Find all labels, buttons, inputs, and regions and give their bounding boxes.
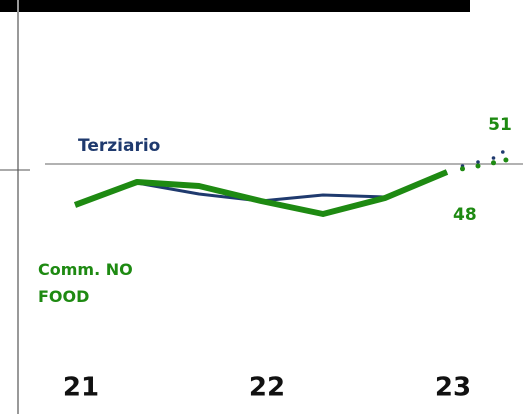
forecast-dot	[460, 166, 465, 172]
value-label: 51	[488, 115, 512, 135]
x-tick-label: 22	[249, 373, 285, 403]
series-label: Terziario	[78, 136, 160, 156]
x-tick-label: 21	[63, 373, 99, 403]
plot: 21 22 23 Terziario Comm. NO FOOD 48 51	[38, 115, 523, 403]
header-bar	[0, 0, 470, 12]
series-line	[73, 169, 449, 217]
forecast-dot	[475, 163, 481, 169]
value-label: 48	[453, 205, 477, 225]
label-line: FOOD	[38, 287, 89, 306]
x-tick-label: 23	[435, 373, 471, 403]
forecast-dot	[491, 156, 496, 160]
forecast-dot	[503, 157, 509, 163]
series-label: Comm. NO FOOD	[38, 260, 133, 306]
label-line: Comm. NO	[38, 260, 133, 279]
forecast-dot	[501, 150, 505, 154]
forecast-dot	[476, 160, 480, 164]
forecast-dot	[491, 160, 496, 166]
